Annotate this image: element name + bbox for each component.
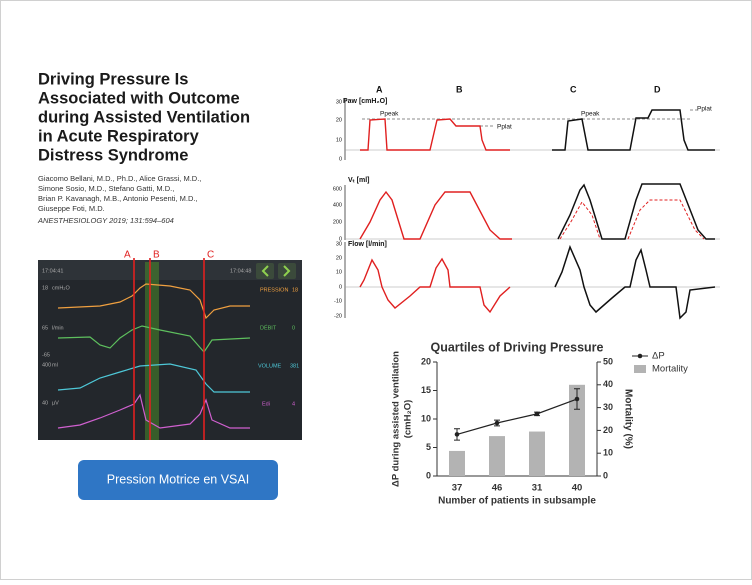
y-tick-label: 5 [426, 442, 431, 452]
axis-label: Vₜ [ml] [348, 177, 370, 184]
citation: ANESTHESIOLOGY 2019; 131:594–604 [37, 216, 174, 225]
point [535, 412, 540, 417]
monitor-scale: -65 [42, 352, 50, 358]
monitor-unit: cmH₂O [52, 285, 70, 291]
author-line: Giacomo Bellani, M.D., Ph.D., Alice Gras… [38, 174, 201, 183]
monitor-unit: µV [52, 400, 59, 406]
y2-tick-label: 20 [603, 425, 613, 435]
column-label: A [376, 84, 383, 94]
legend-swatch [634, 365, 646, 373]
tick-label: 0 [339, 284, 342, 290]
article-title: in Acute Respiratory [38, 127, 200, 145]
y2-tick-label: 0 [603, 470, 608, 480]
y2-tick-label: 50 [603, 356, 613, 366]
monitor-value: 4 [292, 401, 295, 407]
monitor-unit: l/min [52, 325, 64, 331]
tick-label: 600 [333, 186, 342, 192]
axis-label: Flow [l/min] [348, 241, 387, 248]
article-title: Driving Pressure Is [38, 70, 188, 88]
tick-label: 400 [333, 202, 342, 208]
tick-label: 20 [336, 255, 342, 261]
point [455, 432, 460, 437]
annotation: Ppeak [581, 111, 600, 118]
tick-label: 10 [336, 137, 342, 143]
y2-tick-label: 40 [603, 379, 613, 389]
y2-tick-label: 30 [603, 402, 613, 412]
axis-label: Paw [cmH₂O] [343, 98, 387, 105]
author-line: Giuseppe Foti, M.D. [38, 204, 105, 213]
point [495, 421, 500, 426]
tick-label: 30 [336, 99, 342, 105]
monitor-scale: 400 [42, 362, 51, 368]
tick-label: 0 [339, 156, 342, 162]
slide: Driving Pressure Is Associated with Outc… [0, 0, 752, 580]
x-tick-label: 31 [532, 483, 543, 494]
y-tick-label: 15 [421, 385, 431, 395]
marker-label: B [153, 250, 160, 261]
column-label: D [654, 84, 661, 94]
tick-label: 10 [336, 269, 342, 275]
legend-label: ΔP [652, 351, 665, 362]
column-label: C [570, 84, 577, 94]
monitor-unit: ml [52, 362, 58, 368]
author-line: Brian P. Kavanagh, M.B., Antonio Pesenti… [38, 194, 198, 203]
column-label: B [456, 84, 463, 94]
monitor-time: 17:04:41 [42, 268, 63, 274]
marker-label: C [207, 250, 214, 261]
monitor-label: Edi [262, 401, 270, 407]
y-tick-label: 20 [421, 356, 431, 366]
x-tick-label: 37 [452, 483, 463, 494]
monitor-value: 0 [292, 325, 295, 331]
monitor-label: DÉBIT [260, 324, 277, 331]
author-line: Simone Sosio, M.D., Stefano Gatti, M.D., [38, 184, 174, 193]
legend-label: Mortality [652, 364, 688, 375]
chart-title: Quartiles of Driving Pressure [431, 340, 604, 354]
tick-label: 30 [336, 241, 342, 247]
monitor-scale: 18 [42, 285, 48, 291]
x-tick-label: 40 [572, 483, 583, 494]
article-title: Associated with Outcome [38, 89, 240, 107]
button-label[interactable]: Pression Motrice en VSAI [107, 472, 249, 486]
bar [529, 432, 545, 476]
annotation: Ppeak [380, 111, 399, 118]
y-axis-title: (cmH₂O) [403, 400, 414, 439]
y-axis-title: ΔP during assisted ventilation [391, 351, 402, 487]
monitor-label: PRESSION [260, 287, 288, 293]
monitor-time: 17:04:48 [230, 268, 251, 274]
x-axis-title: Number of patients in subsample [438, 496, 596, 507]
monitor-scale: 65 [42, 325, 48, 331]
x-tick-label: 46 [492, 483, 503, 494]
annotation: Pplat [697, 106, 712, 113]
legend-swatch [638, 354, 643, 359]
bar [489, 436, 505, 476]
tick-label: -20 [334, 313, 342, 319]
annotation: Pplat [497, 124, 512, 131]
y-tick-label: 10 [421, 413, 431, 423]
y2-tick-label: 10 [603, 448, 613, 458]
marker-label: A [124, 250, 131, 261]
article-title: Distress Syndrome [38, 146, 188, 164]
bar [449, 451, 465, 476]
monitor-value: 18 [292, 287, 298, 293]
monitor: 17:04:41 17:04:48 18 cmH₂O 65 l/min -65 … [38, 258, 302, 440]
monitor-scale: 40 [42, 400, 48, 406]
tick-label: -10 [334, 298, 342, 304]
tick-label: 20 [336, 117, 342, 123]
tick-label: 200 [333, 219, 342, 225]
y-tick-label: 0 [426, 470, 431, 480]
monitor-label: VOLUME [258, 363, 282, 369]
monitor-value: 381 [290, 363, 299, 369]
point [575, 397, 580, 402]
y2-axis-title: Mortality (%) [622, 389, 633, 449]
article-title: during Assisted Ventilation [38, 108, 250, 126]
